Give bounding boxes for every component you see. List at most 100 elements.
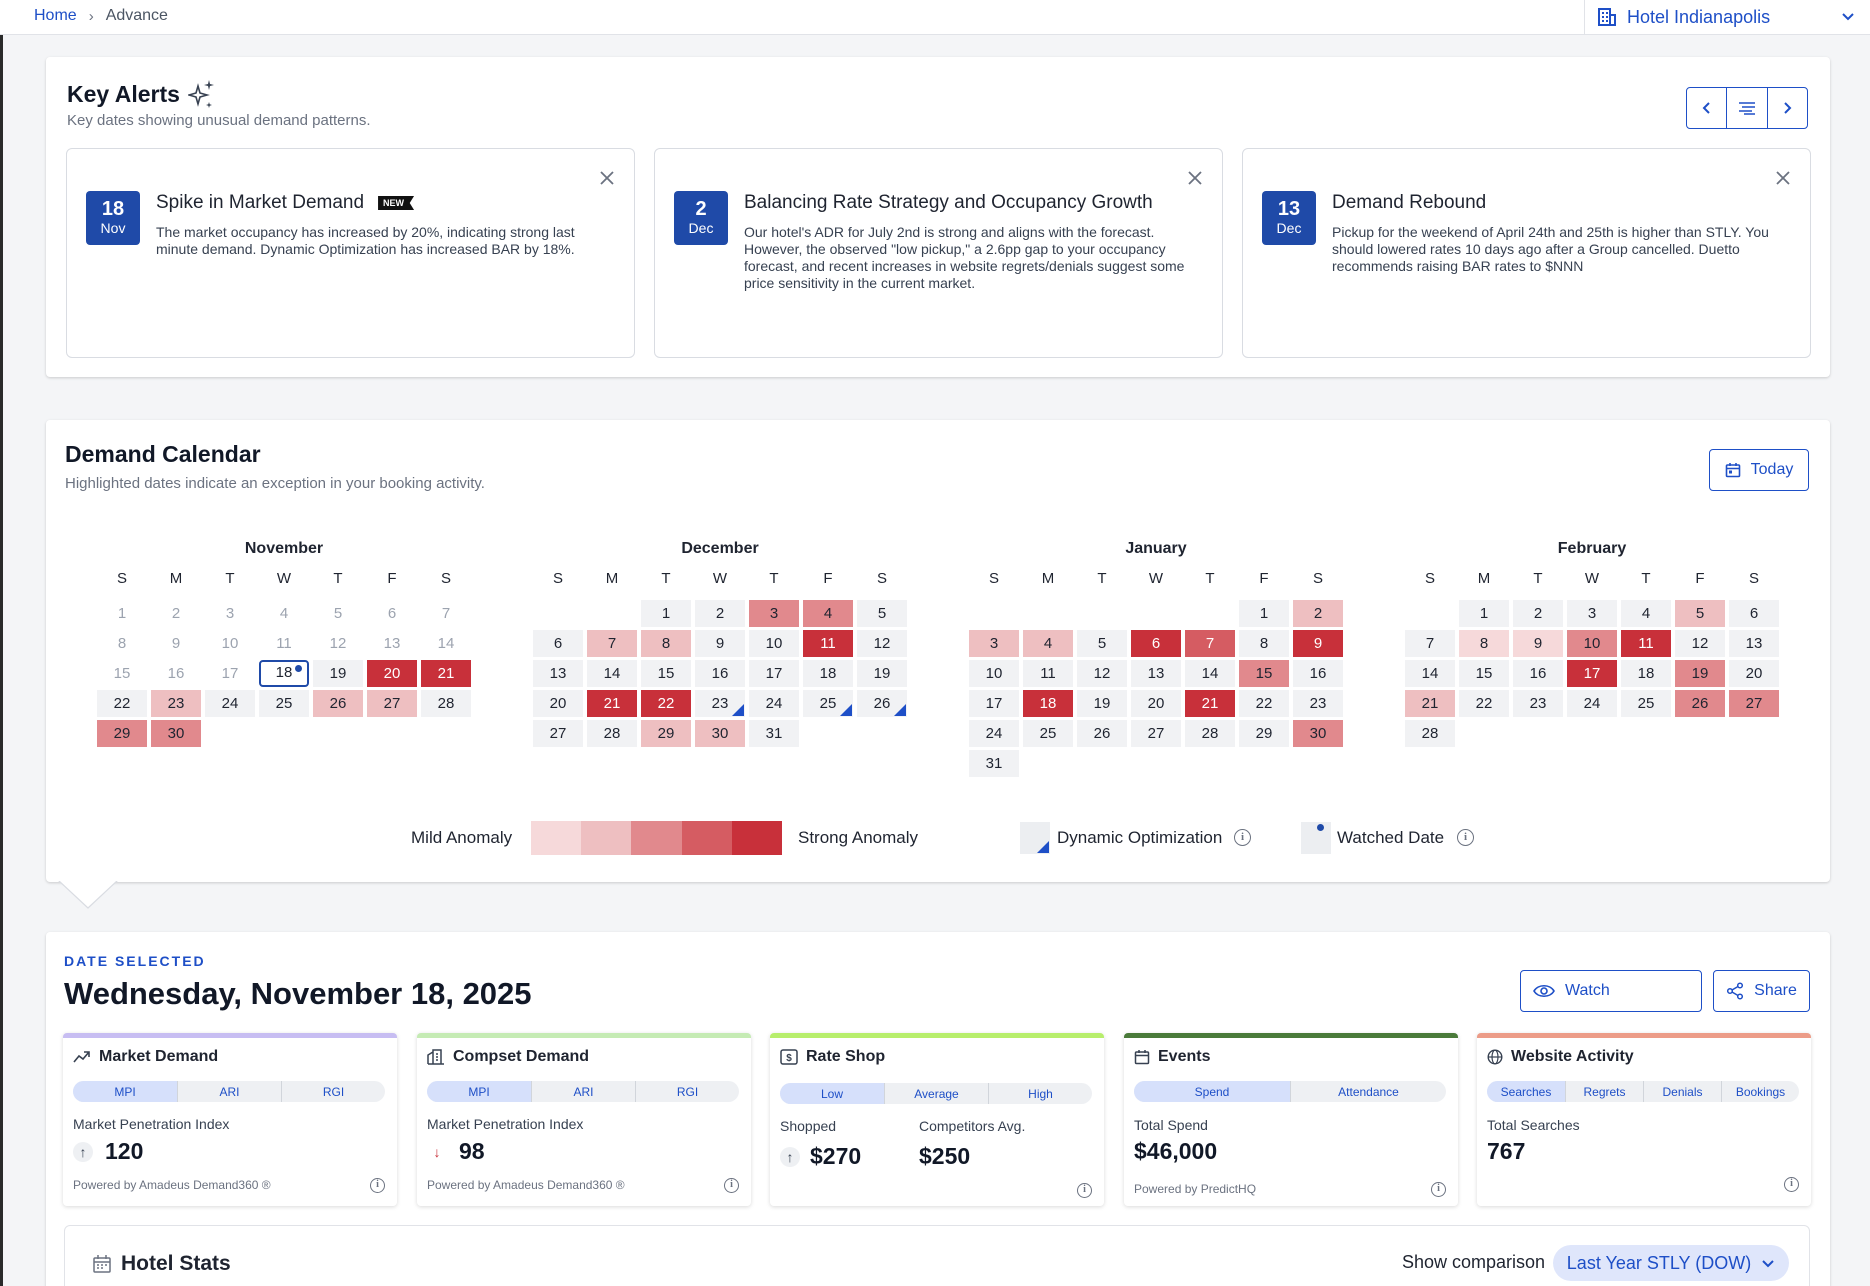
calendar-day[interactable]: 13 [533, 660, 583, 687]
info-icon[interactable]: i [1077, 1183, 1092, 1198]
calendar-day[interactable]: 31 [969, 750, 1019, 777]
tab-spend[interactable]: Spend [1134, 1081, 1290, 1102]
calendar-day[interactable]: 17 [1567, 660, 1617, 687]
calendar-day[interactable]: 8 [1239, 630, 1289, 657]
calendar-day[interactable]: 29 [641, 720, 691, 747]
calendar-day[interactable]: 23 [1513, 690, 1563, 717]
calendar-day[interactable]: 19 [857, 660, 907, 687]
calendar-day[interactable]: 26 [857, 690, 907, 717]
calendar-day[interactable]: 24 [205, 690, 255, 717]
info-icon[interactable]: i [370, 1178, 385, 1193]
calendar-day[interactable]: 4 [1023, 630, 1073, 657]
calendar-day[interactable]: 2 [151, 600, 201, 627]
info-icon[interactable]: i [1784, 1177, 1799, 1192]
info-icon[interactable]: i [1431, 1182, 1446, 1197]
calendar-day[interactable]: 10 [969, 660, 1019, 687]
calendar-day[interactable]: 15 [97, 660, 147, 687]
tab-regrets[interactable]: Regrets [1565, 1081, 1643, 1102]
calendar-day[interactable]: 1 [1459, 600, 1509, 627]
tab-searches[interactable]: Searches [1487, 1081, 1565, 1102]
calendar-day[interactable]: 30 [1293, 720, 1343, 747]
hotel-selector[interactable]: Hotel Indianapolis [1584, 0, 1870, 34]
calendar-day[interactable]: 7 [1185, 630, 1235, 657]
calendar-day[interactable]: 26 [1077, 720, 1127, 747]
watch-button[interactable]: Watch [1520, 970, 1702, 1012]
calendar-day[interactable]: 24 [1567, 690, 1617, 717]
calendar-day[interactable]: 7 [1405, 630, 1455, 657]
calendar-day[interactable]: 2 [1513, 600, 1563, 627]
calendar-day[interactable]: 27 [1729, 690, 1779, 717]
calendar-day[interactable]: 16 [1513, 660, 1563, 687]
website-activity-card[interactable]: Website Activity Searches Regrets Denial… [1477, 1033, 1811, 1206]
calendar-day[interactable]: 6 [1729, 600, 1779, 627]
calendar-day[interactable]: 24 [969, 720, 1019, 747]
calendar-day[interactable]: 23 [695, 690, 745, 717]
calendar-day[interactable]: 1 [641, 600, 691, 627]
calendar-day[interactable]: 24 [749, 690, 799, 717]
calendar-day[interactable]: 22 [97, 690, 147, 717]
calendar-day[interactable]: 21 [1185, 690, 1235, 717]
calendar-day[interactable]: 4 [1621, 600, 1671, 627]
calendar-day[interactable]: 27 [533, 720, 583, 747]
calendar-day[interactable]: 9 [1293, 630, 1343, 657]
calendar-day[interactable]: 28 [1185, 720, 1235, 747]
calendar-day[interactable]: 6 [533, 630, 583, 657]
today-button[interactable]: Today [1709, 449, 1809, 491]
calendar-day[interactable]: 21 [1405, 690, 1455, 717]
calendar-day[interactable]: 4 [259, 600, 309, 627]
market-demand-card[interactable]: Market Demand MPI ARI RGI Market Penetra… [63, 1033, 397, 1206]
close-icon[interactable] [1776, 171, 1790, 185]
calendar-day[interactable]: 11 [803, 630, 853, 657]
calendar-day[interactable]: 9 [1513, 630, 1563, 657]
tab-mpi[interactable]: MPI [427, 1081, 531, 1102]
calendar-day[interactable]: 14 [1185, 660, 1235, 687]
calendar-day[interactable]: 20 [1131, 690, 1181, 717]
calendar-day[interactable]: 13 [367, 630, 417, 657]
calendar-day[interactable]: 28 [587, 720, 637, 747]
calendar-day[interactable]: 6 [1131, 630, 1181, 657]
calendar-day[interactable]: 18 [803, 660, 853, 687]
tab-ari[interactable]: ARI [177, 1081, 281, 1102]
calendar-day[interactable]: 28 [1405, 720, 1455, 747]
calendar-day[interactable]: 22 [1459, 690, 1509, 717]
calendar-day[interactable]: 9 [695, 630, 745, 657]
tab-attendance[interactable]: Attendance [1290, 1081, 1446, 1102]
calendar-day[interactable]: 23 [151, 690, 201, 717]
calendar-day[interactable]: 14 [587, 660, 637, 687]
calendar-day[interactable]: 5 [1675, 600, 1725, 627]
calendar-day[interactable]: 15 [1459, 660, 1509, 687]
alert-card[interactable]: 13 Dec Demand Rebound Pickup for the wee… [1242, 148, 1811, 358]
calendar-day[interactable]: 25 [259, 690, 309, 717]
alerts-list-button[interactable] [1726, 88, 1766, 128]
alerts-next-button[interactable] [1766, 88, 1807, 128]
calendar-day[interactable]: 9 [151, 630, 201, 657]
calendar-day[interactable]: 8 [641, 630, 691, 657]
calendar-day[interactable]: 1 [1239, 600, 1289, 627]
calendar-day[interactable]: 3 [749, 600, 799, 627]
calendar-day[interactable]: 22 [641, 690, 691, 717]
calendar-day[interactable]: 13 [1729, 630, 1779, 657]
tab-bookings[interactable]: Bookings [1721, 1081, 1799, 1102]
calendar-day[interactable]: 30 [151, 720, 201, 747]
calendar-day[interactable]: 3 [1567, 600, 1617, 627]
calendar-day[interactable]: 12 [1077, 660, 1127, 687]
calendar-day[interactable]: 21 [587, 690, 637, 717]
alert-card[interactable]: 18 Nov Spike in Market Demand NEW The ma… [66, 148, 635, 358]
calendar-day[interactable]: 12 [313, 630, 363, 657]
rate-shop-card[interactable]: $ Rate Shop Low Average High Shopped ↑ $… [770, 1033, 1104, 1206]
calendar-day[interactable]: 6 [367, 600, 417, 627]
calendar-day[interactable]: 17 [969, 690, 1019, 717]
calendar-day[interactable]: 12 [857, 630, 907, 657]
tab-low[interactable]: Low [780, 1083, 884, 1104]
calendar-day[interactable]: 27 [1131, 720, 1181, 747]
calendar-day[interactable]: 19 [313, 660, 363, 687]
calendar-day[interactable]: 10 [749, 630, 799, 657]
events-card[interactable]: Events Spend Attendance Total Spend $46,… [1124, 1033, 1458, 1206]
calendar-day[interactable]: 7 [421, 600, 471, 627]
calendar-day[interactable]: 14 [421, 630, 471, 657]
tab-average[interactable]: Average [884, 1083, 988, 1104]
calendar-day[interactable]: 14 [1405, 660, 1455, 687]
calendar-day[interactable]: 20 [1729, 660, 1779, 687]
calendar-day[interactable]: 13 [1131, 660, 1181, 687]
calendar-day[interactable]: 10 [1567, 630, 1617, 657]
